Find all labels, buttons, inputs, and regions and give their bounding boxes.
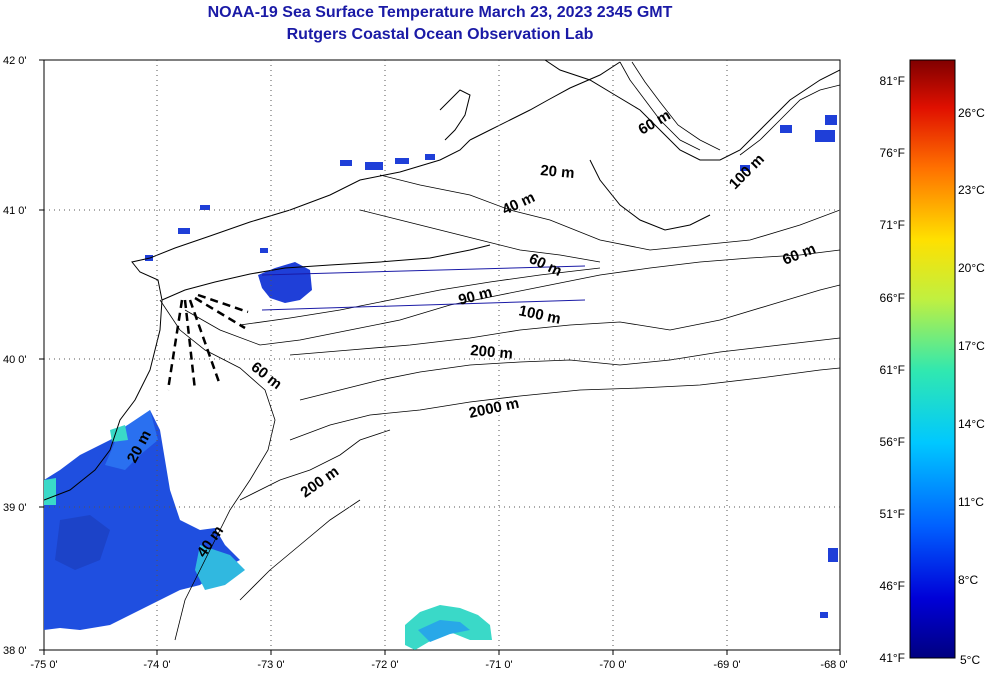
colorbar-label-c: 11°C <box>958 495 984 509</box>
sst-patch-core <box>55 515 110 570</box>
lon-label: -71 0' <box>485 659 512 671</box>
colorbar-label-c: 5°C <box>960 653 980 667</box>
sst-offshore-core <box>418 620 470 642</box>
sst-warm-patch-west <box>44 478 56 505</box>
isobath-label-200m-east: 200 m <box>470 342 514 363</box>
sst-patch-north <box>105 410 158 470</box>
map-title: NOAA-19 Sea Surface Temperature March 23… <box>207 4 673 21</box>
colorbar-label-c: 8°C <box>958 573 978 587</box>
lon-label: -68 0' <box>820 659 847 671</box>
lat-lon-grid <box>44 60 840 650</box>
isobath-label-20m-north: 20 m <box>540 162 576 182</box>
lat-label: 38 0' <box>3 645 27 657</box>
lat-label: 42 0' <box>3 55 27 67</box>
colorbar-label-c: 26°C <box>958 106 985 120</box>
lat-label: 40 0' <box>3 354 27 366</box>
colorbar-label-f: 51°F <box>880 507 905 521</box>
transect-lines <box>261 265 586 311</box>
map-subtitle: Rutgers Coastal Ocean Observation Lab <box>286 26 594 43</box>
colorbar-label-f: 41°F <box>880 651 905 665</box>
lon-label: -75 0' <box>30 659 57 671</box>
colorbar-label-f: 61°F <box>880 363 905 377</box>
colorbar-label-f: 81°F <box>880 74 905 88</box>
colorbar-label-f: 76°F <box>880 146 905 160</box>
colorbar-label-c: 17°C <box>958 339 985 353</box>
colorbar-label-f: 66°F <box>880 291 905 305</box>
lon-label: -74 0' <box>143 659 170 671</box>
lon-label: -72 0' <box>371 659 398 671</box>
colorbar-label-f: 46°F <box>880 579 905 593</box>
shipping-lane-dashes <box>166 293 249 391</box>
lon-label: -70 0' <box>599 659 626 671</box>
axis-ticks <box>39 59 841 655</box>
colorbar-label-c: 20°C <box>958 261 985 275</box>
sst-cold-water-patch <box>44 410 240 630</box>
sst-long-island-patch <box>258 262 312 303</box>
lon-label: -73 0' <box>257 659 284 671</box>
colorbar-label-c: 14°C <box>958 417 985 431</box>
lat-label: 41 0' <box>3 205 27 217</box>
colorbar-label-c: 23°C <box>958 183 985 197</box>
sst-warm-edge <box>195 545 245 590</box>
lon-label: -69 0' <box>713 659 740 671</box>
coastal-sst-specks <box>145 115 838 618</box>
lat-label: 39 0' <box>3 502 27 514</box>
colorbar-label-f: 56°F <box>880 435 905 449</box>
colorbar-label-f: 71°F <box>880 218 905 232</box>
temperature-colorbar <box>909 59 956 659</box>
isobath-contours <box>159 61 840 641</box>
coastline <box>44 60 840 501</box>
